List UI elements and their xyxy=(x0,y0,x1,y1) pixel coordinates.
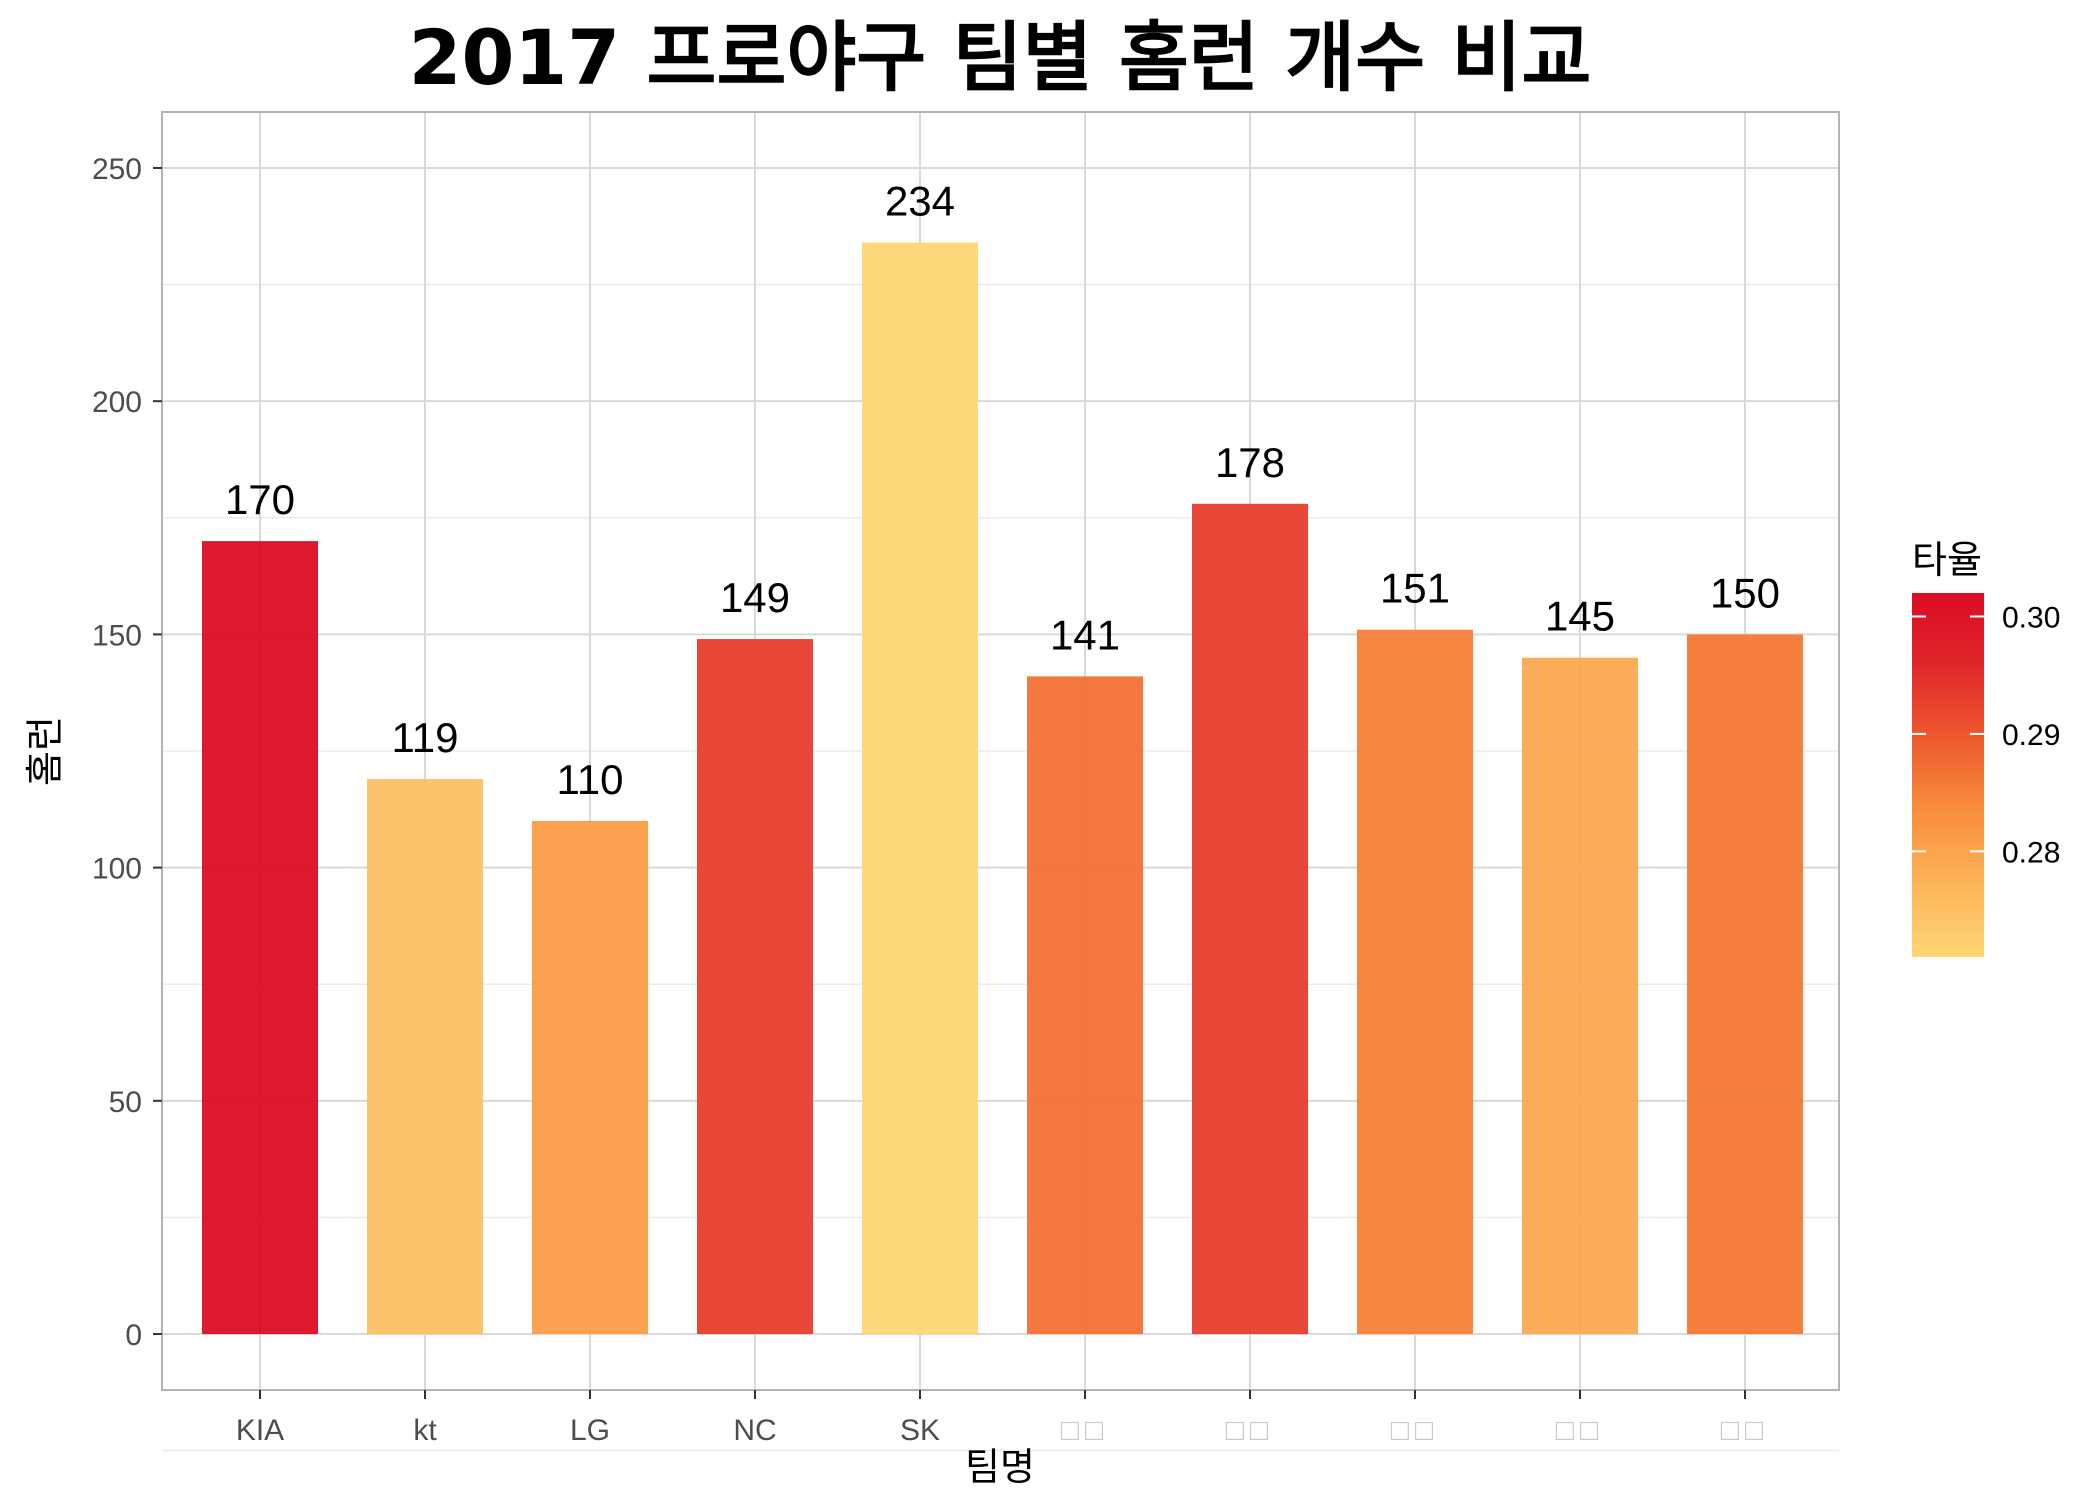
y-axis-title: 홈런 xyxy=(23,716,67,786)
x-tick-label: LG xyxy=(570,1414,610,1447)
data-label: 119 xyxy=(392,714,459,761)
data-labels: 170 119 110 149 234 141 178 151 145 150 xyxy=(225,178,1780,803)
x-tick-label: SK xyxy=(900,1414,940,1447)
x-tick-label: NC xyxy=(733,1414,776,1447)
x-tick-label: □□ xyxy=(1556,1414,1604,1447)
bar xyxy=(1522,657,1638,1335)
y-tick-label: 150 xyxy=(92,619,142,652)
x-tick-label: KIA xyxy=(236,1414,284,1447)
bar xyxy=(1357,629,1473,1335)
color-legend: 타율 0.28 0.29 0.30 xyxy=(1912,538,2060,957)
bar xyxy=(697,639,813,1335)
legend-title: 타율 xyxy=(1912,538,1982,582)
legend-tick-label: 0.28 xyxy=(2002,836,2060,869)
plot-border xyxy=(161,111,1840,1391)
chart-title: 2017 프로야구 팀별 홈런 개수 비교 xyxy=(409,13,1592,102)
data-label: 151 xyxy=(1380,565,1450,612)
bar xyxy=(1027,676,1143,1335)
bar xyxy=(532,820,648,1335)
data-label: 141 xyxy=(1050,611,1120,658)
data-label: 145 xyxy=(1545,593,1615,640)
y-tick-label: 200 xyxy=(92,386,142,419)
x-tick-label: □□ xyxy=(1061,1414,1109,1447)
legend-ticks: 0.28 0.29 0.30 xyxy=(1912,601,2060,869)
legend-colorbar xyxy=(1912,593,1984,957)
x-axis-ticks: KIA kt LG NC SK □□ □□ □□ □□ □□ xyxy=(236,1390,1769,1447)
bars xyxy=(202,242,1803,1335)
y-tick-label: 100 xyxy=(92,853,142,886)
data-label: 234 xyxy=(885,178,955,225)
y-tick-label: 250 xyxy=(92,153,142,186)
x-axis-title: 팀명 xyxy=(965,1445,1035,1489)
bar xyxy=(862,242,978,1335)
legend-tick-label: 0.30 xyxy=(2002,601,2060,634)
data-label: 178 xyxy=(1215,439,1285,486)
bar xyxy=(367,778,483,1335)
data-label: 110 xyxy=(557,756,624,803)
y-tick-label: 0 xyxy=(125,1319,142,1352)
data-label: 150 xyxy=(1710,569,1780,616)
bar xyxy=(202,541,318,1335)
y-axis-ticks: 0 50 100 150 200 250 xyxy=(92,153,162,1352)
x-tick-label: □□ xyxy=(1391,1414,1439,1447)
x-tick-label: □□ xyxy=(1226,1414,1274,1447)
data-label: 170 xyxy=(225,476,295,523)
legend-tick-label: 0.29 xyxy=(2002,719,2060,752)
y-tick-label: 50 xyxy=(109,1086,142,1119)
bar xyxy=(1192,503,1308,1335)
x-tick-label: □□ xyxy=(1721,1414,1769,1447)
bar xyxy=(1687,634,1803,1335)
data-label: 149 xyxy=(720,574,790,621)
x-tick-label: kt xyxy=(413,1414,437,1447)
